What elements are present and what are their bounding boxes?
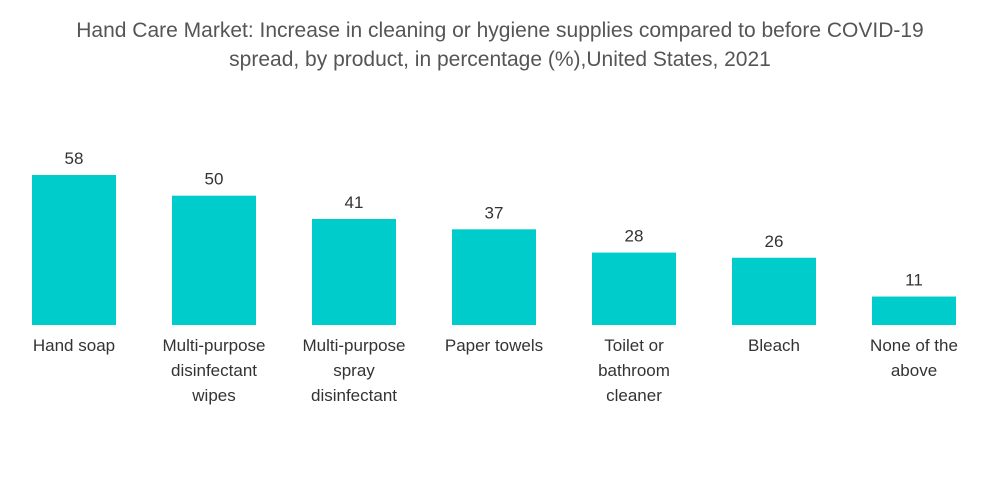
category-label-2: Multi-purpose disinfectant wipes	[163, 336, 266, 405]
category-label-line: spray	[333, 361, 375, 380]
data-label-6: 26	[765, 232, 784, 251]
category-label-line: None of the	[870, 336, 958, 355]
bar-2	[172, 195, 256, 325]
bar-4	[452, 229, 536, 325]
bar-6	[732, 257, 816, 325]
category-label-line: Multi-purpose	[303, 336, 406, 355]
category-label-line: disinfectant	[311, 386, 397, 405]
data-label-4: 37	[485, 203, 504, 222]
bar-7	[872, 296, 956, 325]
chart-title: Hand Care Market: Increase in cleaning o…	[0, 16, 1000, 74]
category-label-line: above	[891, 361, 937, 380]
category-label-line: disinfectant	[171, 361, 257, 380]
category-label-line: wipes	[191, 386, 235, 405]
category-label-line: Paper towels	[445, 336, 543, 355]
category-label-line: bathroom	[598, 361, 670, 380]
category-label-5: Toilet or bathroom cleaner	[598, 336, 670, 405]
chart-title-line-2: spread, by product, in percentage (%),Un…	[229, 48, 771, 71]
category-label-line: Hand soap	[33, 336, 115, 355]
category-label-line: Bleach	[748, 336, 800, 355]
bar-3	[312, 218, 396, 325]
chart-title-line-1: Hand Care Market: Increase in cleaning o…	[76, 19, 924, 42]
data-label-1: 58	[65, 149, 84, 168]
data-label-3: 41	[345, 193, 364, 212]
category-label-4: Paper towels	[445, 336, 543, 355]
bar-1	[32, 175, 116, 325]
category-label-line: cleaner	[606, 386, 662, 405]
category-label-6: Bleach	[748, 336, 800, 355]
category-label-line: Multi-purpose	[163, 336, 266, 355]
category-label-7: None of the above	[870, 336, 958, 380]
category-label-line: Toilet or	[604, 336, 664, 355]
category-label-1: Hand soap	[33, 336, 115, 355]
category-label-3: Multi-purpose spray disinfectant	[303, 336, 406, 405]
bar-5	[592, 252, 676, 325]
data-label-7: 11	[905, 271, 923, 290]
data-label-5: 28	[625, 227, 644, 246]
data-label-2: 50	[205, 170, 224, 189]
